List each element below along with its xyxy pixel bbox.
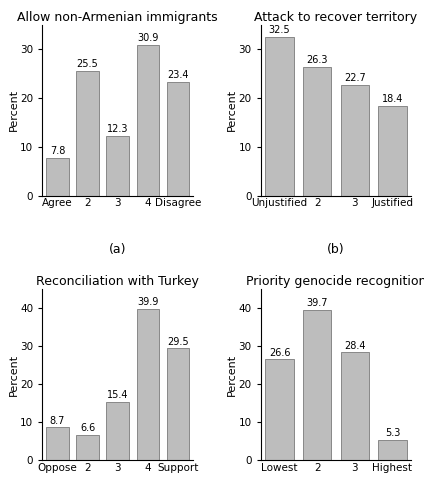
Bar: [378, 106, 407, 196]
Bar: [303, 68, 331, 196]
Bar: [265, 37, 294, 196]
Bar: [76, 72, 99, 196]
Text: 39.7: 39.7: [307, 298, 328, 308]
Y-axis label: Percent: Percent: [227, 89, 237, 132]
Text: 26.6: 26.6: [269, 348, 290, 358]
Title: Attack to recover territory: Attack to recover territory: [254, 11, 418, 24]
Text: 6.6: 6.6: [80, 424, 95, 434]
Text: 15.4: 15.4: [107, 390, 128, 400]
Y-axis label: Percent: Percent: [9, 89, 19, 132]
Text: 29.5: 29.5: [167, 336, 189, 346]
Text: 26.3: 26.3: [307, 56, 328, 66]
Title: Allow non-Armenian immigrants: Allow non-Armenian immigrants: [17, 11, 218, 24]
Bar: [76, 435, 99, 460]
Text: (b): (b): [327, 244, 345, 256]
Bar: [378, 440, 407, 460]
Text: 25.5: 25.5: [77, 60, 98, 70]
Bar: [167, 82, 189, 196]
Text: 32.5: 32.5: [269, 25, 290, 35]
Bar: [137, 45, 159, 196]
Text: 18.4: 18.4: [382, 94, 403, 104]
Bar: [46, 158, 69, 196]
Text: 8.7: 8.7: [50, 416, 65, 426]
Text: 23.4: 23.4: [167, 70, 189, 80]
Text: 5.3: 5.3: [385, 428, 400, 438]
Bar: [106, 136, 129, 196]
Text: 22.7: 22.7: [344, 73, 365, 83]
Text: 12.3: 12.3: [107, 124, 128, 134]
Bar: [341, 85, 369, 196]
Text: 28.4: 28.4: [344, 341, 365, 351]
Y-axis label: Percent: Percent: [227, 354, 237, 396]
Bar: [341, 352, 369, 460]
Bar: [303, 310, 331, 460]
Bar: [265, 359, 294, 460]
Y-axis label: Percent: Percent: [9, 354, 19, 396]
Text: (a): (a): [109, 244, 126, 256]
Text: 30.9: 30.9: [137, 33, 159, 43]
Title: Reconciliation with Turkey: Reconciliation with Turkey: [36, 275, 199, 288]
Text: 39.9: 39.9: [137, 297, 159, 307]
Bar: [106, 402, 129, 460]
Bar: [167, 348, 189, 460]
Title: Priority genocide recognition: Priority genocide recognition: [246, 275, 424, 288]
Text: 7.8: 7.8: [50, 146, 65, 156]
Bar: [137, 308, 159, 460]
Bar: [46, 427, 69, 460]
